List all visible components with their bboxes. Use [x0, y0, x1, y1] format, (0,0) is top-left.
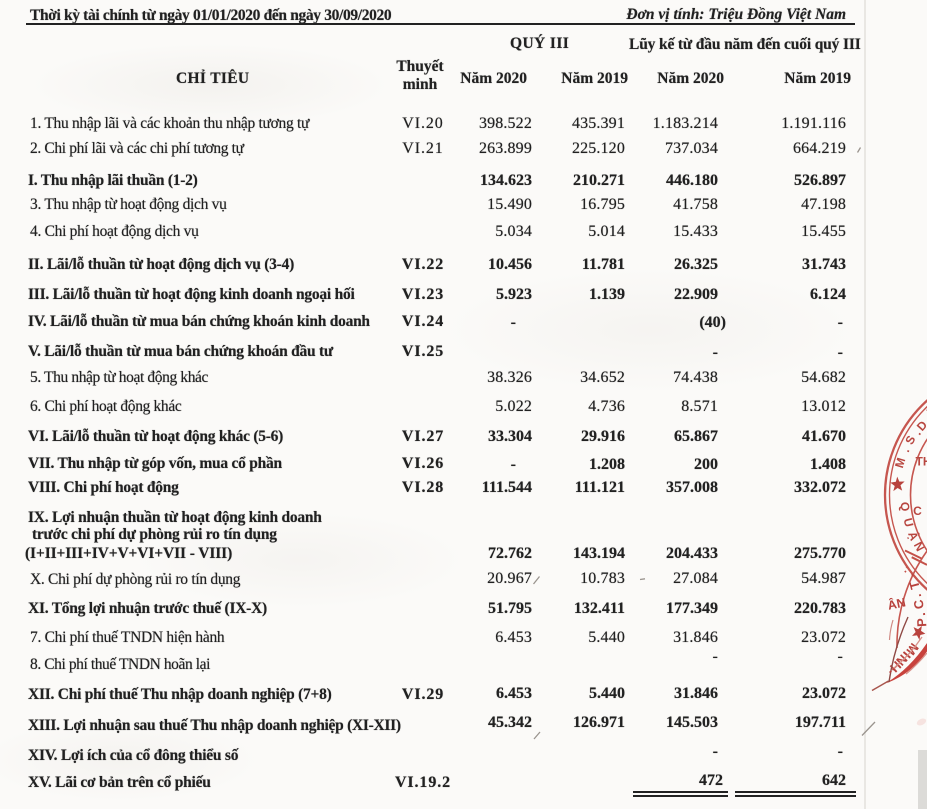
svg-text:.: . — [913, 612, 927, 617]
svg-text:.: . — [901, 572, 916, 580]
svg-text:S: S — [902, 433, 918, 447]
svg-text:C: C — [913, 504, 922, 518]
svg-text:.: . — [898, 446, 912, 455]
svg-text:U: U — [901, 517, 917, 529]
svg-text:.: . — [909, 593, 924, 600]
svg-text:M: M — [892, 456, 908, 470]
svg-text:N: N — [911, 540, 927, 554]
svg-text:.: . — [921, 410, 927, 423]
svg-text:TH: TH — [916, 455, 927, 469]
svg-text:P: P — [914, 617, 927, 627]
svg-text:C: C — [910, 598, 926, 610]
svg-text:I: I — [900, 649, 914, 661]
svg-text:M: M — [903, 640, 922, 658]
svg-text:Q: Q — [898, 501, 913, 512]
svg-text:Ậ: Ậ — [905, 529, 922, 543]
svg-text:D: D — [914, 418, 927, 434]
svg-text:T: T — [906, 579, 923, 591]
svg-text:ÂN: ÂN — [886, 594, 907, 612]
svg-text:H: H — [887, 658, 904, 675]
svg-text:N: N — [893, 652, 910, 669]
svg-text:.: . — [911, 427, 924, 438]
